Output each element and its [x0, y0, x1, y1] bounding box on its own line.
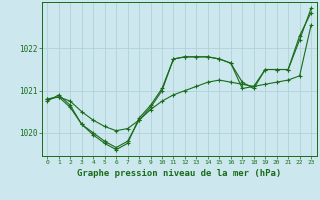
X-axis label: Graphe pression niveau de la mer (hPa): Graphe pression niveau de la mer (hPa)	[77, 169, 281, 178]
